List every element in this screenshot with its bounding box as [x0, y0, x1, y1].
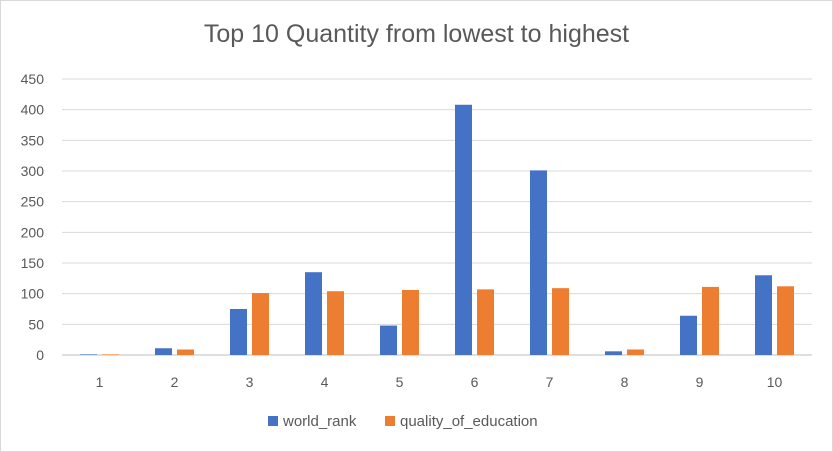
legend: world_rank quality_of_education [268, 413, 538, 430]
y-tick-label: 450 [21, 71, 45, 87]
world-rank-bar [80, 354, 97, 355]
chart-title: Top 10 Quantity from lowest to highest [203, 20, 630, 48]
quality-of-education-bar [777, 286, 794, 355]
bars [80, 104, 794, 355]
legend-label: quality_of_education [400, 413, 538, 430]
world-rank-bar [605, 351, 622, 355]
y-tick-label: 50 [28, 316, 44, 332]
x-tick-label: 3 [246, 374, 254, 390]
x-tick-label: 1 [96, 374, 104, 390]
x-tick-label: 5 [396, 374, 404, 390]
quality-of-education-bar [702, 286, 719, 355]
y-tick-label: 150 [21, 255, 45, 271]
x-tick-label: 2 [171, 374, 179, 390]
y-tick-label: 200 [21, 224, 45, 240]
x-axis-tick-labels: 1 2 3 4 5 6 7 8 9 10 [96, 374, 783, 390]
quality-of-education-bar [627, 349, 644, 355]
quality-of-education-bar [402, 289, 419, 355]
y-tick-label: 400 [21, 102, 45, 118]
y-tick-label: 250 [21, 194, 45, 210]
x-tick-label: 8 [621, 374, 629, 390]
world-rank-bar [680, 315, 697, 355]
world-rank-bar [305, 272, 322, 355]
y-tick-label: 350 [21, 132, 45, 148]
quality-of-education-bar [552, 288, 569, 355]
quality-of-education-bar [327, 291, 344, 355]
quality-of-education-bar [477, 289, 494, 355]
x-tick-label: 10 [767, 374, 783, 390]
world-rank-bar [155, 348, 172, 355]
x-tick-label: 6 [471, 374, 479, 390]
world-rank-bar [530, 170, 547, 355]
x-tick-label: 9 [696, 374, 704, 390]
quality-of-education-bar [102, 354, 119, 355]
world-rank-bar [380, 325, 397, 355]
y-tick-label: 300 [21, 163, 45, 179]
x-tick-label: 7 [546, 374, 554, 390]
world-rank-bar [230, 309, 247, 355]
y-axis-tick-labels: 0 50 100 150 200 250 300 350 400 450 [21, 71, 45, 363]
x-tick-label: 4 [321, 374, 329, 390]
world-rank-bar [755, 275, 772, 355]
y-tick-label: 0 [36, 347, 44, 363]
legend-swatch [385, 416, 395, 426]
quality-of-education-bar [252, 293, 269, 355]
y-tick-label: 100 [21, 286, 45, 302]
quality-of-education-bar [177, 349, 194, 355]
legend-label: world_rank [282, 413, 357, 430]
legend-swatch [268, 416, 278, 426]
gridlines [62, 78, 812, 356]
world-rank-bar [455, 104, 472, 355]
